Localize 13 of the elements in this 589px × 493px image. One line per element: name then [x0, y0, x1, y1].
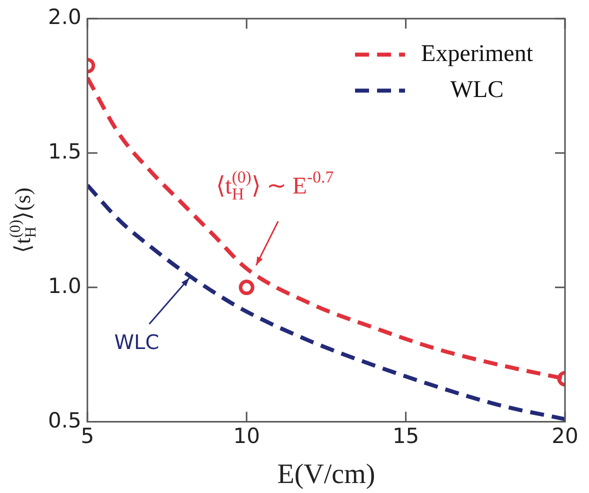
y-axis-title: ⟨tH(0)⟩(s) — [7, 188, 40, 253]
x-axis-title: E(V/cm) — [277, 459, 376, 490]
legend-label: Experiment — [421, 40, 534, 67]
annotation: WLC — [114, 330, 160, 354]
legend-label: WLC — [450, 76, 504, 103]
x-tick-label: 20 — [552, 424, 578, 448]
x-tick-label: 5 — [80, 424, 94, 448]
x-tick-label: 15 — [392, 424, 420, 448]
y-tick-label: 0.5 — [48, 408, 82, 432]
x-tick-label: 10 — [233, 424, 260, 448]
y-tick-label: 1.0 — [48, 274, 82, 298]
y-tick-label: 2.0 — [48, 5, 82, 30]
y-tick-label: 1.5 — [48, 139, 82, 164]
